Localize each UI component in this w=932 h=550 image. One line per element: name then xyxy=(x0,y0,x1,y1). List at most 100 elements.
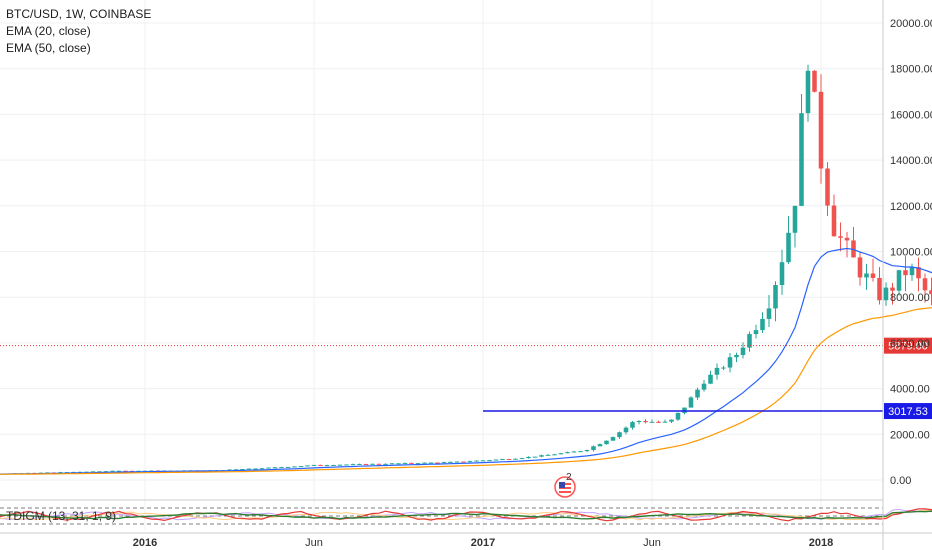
candle-body xyxy=(123,470,128,472)
candle-body xyxy=(695,389,700,398)
flag-icon[interactable] xyxy=(554,476,576,498)
candle-body xyxy=(532,456,538,458)
candle-body xyxy=(604,440,609,445)
candle-body xyxy=(916,267,921,279)
candle-body xyxy=(487,460,492,462)
candle-body xyxy=(246,468,252,470)
candle-body xyxy=(383,463,388,465)
candle-body xyxy=(64,472,70,474)
candle-body xyxy=(357,463,362,465)
y-tick-label: 0.00 xyxy=(890,475,911,487)
candle-body xyxy=(324,465,330,467)
candle-body xyxy=(883,287,889,301)
y-tick-label: 6000.00 xyxy=(890,338,930,350)
candle-body xyxy=(610,437,616,441)
candle-body xyxy=(805,70,811,114)
candle-body xyxy=(402,462,408,464)
candle-body xyxy=(909,267,915,276)
candle-body xyxy=(812,70,817,92)
candle-body xyxy=(890,287,895,291)
y-tick-label: 4000.00 xyxy=(890,384,930,396)
candle-body xyxy=(415,463,421,465)
candle-body xyxy=(506,459,512,461)
candle-body xyxy=(630,422,635,428)
x-tick-label: 2017 xyxy=(471,537,495,549)
candle-body xyxy=(903,270,908,276)
candle-body xyxy=(734,354,739,358)
ema20-line xyxy=(0,247,932,475)
ema-lines xyxy=(0,247,932,475)
candle-body xyxy=(350,464,356,466)
sub-indicator-pane xyxy=(0,507,932,525)
candle-body xyxy=(747,334,752,348)
candle-body xyxy=(669,419,674,422)
last-price-label: 5879.00 xyxy=(888,341,928,353)
hline-price-label: 3017.53 xyxy=(888,406,928,418)
candle-body xyxy=(656,421,661,423)
chart-legend: BTC/USD, 1W, COINBASE EMA (20, close) EM… xyxy=(6,6,151,57)
candle-body xyxy=(519,458,525,460)
x-tick-label: Jun xyxy=(305,537,323,549)
candle-body xyxy=(864,273,869,278)
candle-body xyxy=(103,471,109,473)
candle-body xyxy=(337,464,343,466)
candle-body xyxy=(389,463,395,465)
candle-body xyxy=(597,444,603,447)
y-tick-label: 8000.00 xyxy=(890,292,930,304)
candle-body xyxy=(376,463,382,465)
candle-body xyxy=(818,91,824,169)
candle-body xyxy=(227,469,232,471)
sub-band-mid xyxy=(0,509,932,521)
candle-body xyxy=(500,459,505,461)
candle-body xyxy=(701,383,707,390)
badge-count: 2 xyxy=(566,472,572,483)
candle-body xyxy=(305,465,310,467)
candle-body xyxy=(675,412,681,420)
candle-body xyxy=(370,463,375,465)
candle-body xyxy=(253,468,258,470)
candle-body xyxy=(454,461,460,463)
candle-body xyxy=(318,464,323,466)
candle-body xyxy=(571,451,577,453)
candle-body xyxy=(792,205,798,233)
candle-body xyxy=(110,470,115,472)
candle-body xyxy=(831,205,837,237)
candle-body xyxy=(682,407,687,413)
candle-body xyxy=(539,455,544,457)
candle-body xyxy=(773,284,778,309)
candle-body xyxy=(58,472,63,474)
candle-body xyxy=(727,357,733,368)
candle-body xyxy=(779,262,785,285)
y-tick-label: 14000.00 xyxy=(890,155,932,167)
y-tick-label: 16000.00 xyxy=(890,109,932,121)
candle-body xyxy=(617,432,622,438)
x-tick-label: 2016 xyxy=(133,537,157,549)
sub-indicator-label: TDIGM (13, 31, 1, 9) xyxy=(6,509,117,523)
candle-body xyxy=(448,461,453,463)
candle-body xyxy=(266,467,271,469)
y-tick-label: 20000.00 xyxy=(890,18,932,30)
candle-body xyxy=(558,453,564,455)
candle-body xyxy=(428,462,434,464)
sub-signal-line xyxy=(0,510,932,520)
candle-body xyxy=(545,454,551,456)
candle-body xyxy=(643,420,648,423)
candle-body xyxy=(480,460,486,462)
candle-body xyxy=(97,471,102,473)
candle-body xyxy=(116,470,122,472)
candle-body xyxy=(708,374,713,384)
candle-body xyxy=(233,469,239,471)
candle-body xyxy=(461,461,466,463)
candle-body xyxy=(578,451,583,453)
candle-body xyxy=(799,113,804,206)
candle-body xyxy=(84,471,89,473)
candle-body xyxy=(467,461,473,463)
candle-body xyxy=(922,278,928,291)
candle-body xyxy=(298,466,304,468)
candle-body xyxy=(513,458,518,460)
candle-body xyxy=(714,367,720,375)
candle-body xyxy=(396,463,401,465)
candle-body xyxy=(90,471,96,473)
